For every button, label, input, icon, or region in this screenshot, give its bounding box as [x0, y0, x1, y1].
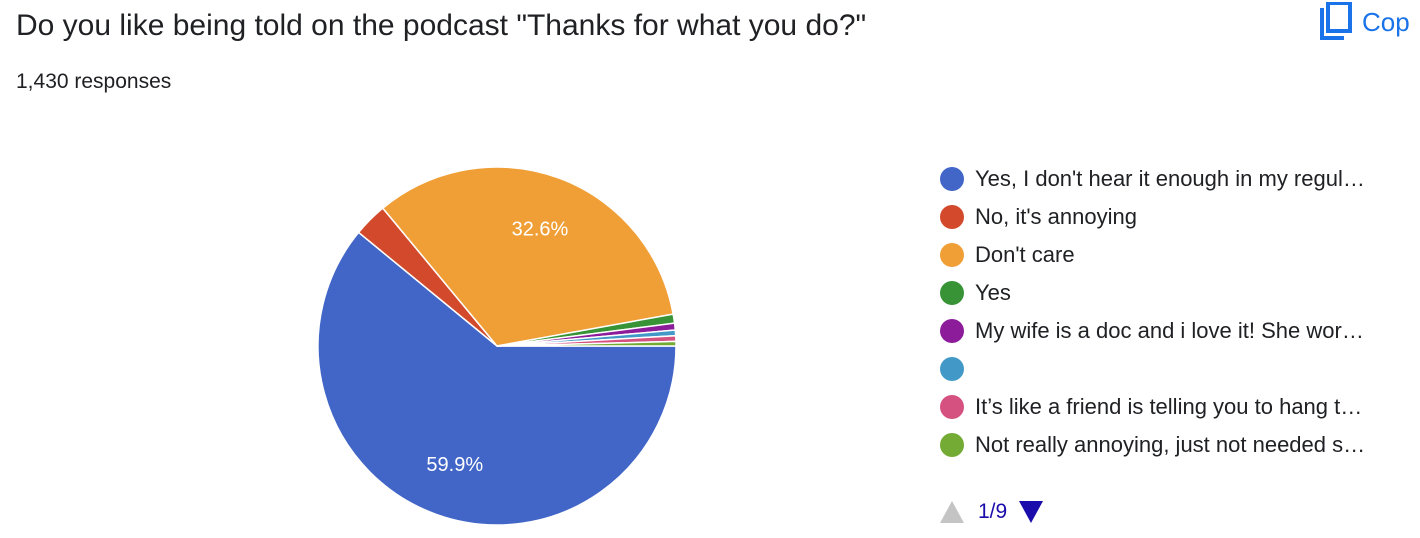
- legend-item[interactable]: Yes, I don't hear it enough in my regul…: [940, 160, 1420, 198]
- pie-slice-7: [496, 340, 677, 347]
- legend-label: Not really annoying, just not needed s…: [975, 432, 1366, 457]
- copy-icon: [1320, 2, 1352, 40]
- legend-item[interactable]: No, it's annoying: [940, 198, 1420, 236]
- pie-data-label-0: 59.9%: [426, 454, 483, 476]
- pager-page-label: 1/9: [978, 500, 1008, 523]
- response-count: 1,430 responses: [16, 70, 172, 93]
- question-title: Do you like being told on the podcast "T…: [16, 9, 867, 42]
- legend-label: Yes: [975, 280, 1011, 305]
- legend-label: Don't care: [975, 242, 1075, 267]
- pager-next-icon[interactable]: [1019, 501, 1044, 523]
- legend-swatch: [940, 319, 964, 343]
- pie-data-label-2: 32.6%: [512, 218, 569, 240]
- legend-label: No, it's annoying: [975, 204, 1137, 229]
- copy-label: Cop: [1362, 6, 1410, 37]
- legend-item[interactable]: Yes: [940, 274, 1420, 312]
- legend-label: It’s like a friend is telling you to han…: [975, 394, 1363, 419]
- legend-swatch: [940, 205, 964, 229]
- legend-label: My wife is a doc and i love it! She wor…: [975, 318, 1364, 343]
- copy-button[interactable]: Cop: [1318, 2, 1410, 42]
- legend-swatch: [940, 433, 964, 457]
- legend: Yes, I don't hear it enough in my regul……: [940, 160, 1420, 464]
- legend-item[interactable]: Don't care: [940, 236, 1420, 274]
- legend-item[interactable]: It’s like a friend is telling you to han…: [940, 388, 1420, 426]
- legend-swatch: [940, 395, 964, 419]
- legend-swatch: [940, 357, 964, 381]
- legend-swatch: [940, 243, 964, 267]
- pie-chart: 59.9% 32.6%: [317, 166, 677, 526]
- pie-slice-0: [317, 231, 677, 526]
- legend-pager: 1/9: [940, 500, 1044, 524]
- legend-swatch: [940, 281, 964, 305]
- legend-label: Yes, I don't hear it enough in my regul…: [975, 166, 1365, 191]
- legend-item[interactable]: [940, 350, 1420, 388]
- pager-prev-icon: [940, 501, 964, 523]
- legend-item[interactable]: My wife is a doc and i love it! She wor…: [940, 312, 1420, 350]
- legend-swatch: [940, 167, 964, 191]
- pie-slice-2: [381, 166, 675, 347]
- legend-item[interactable]: Not really annoying, just not needed s…: [940, 426, 1420, 464]
